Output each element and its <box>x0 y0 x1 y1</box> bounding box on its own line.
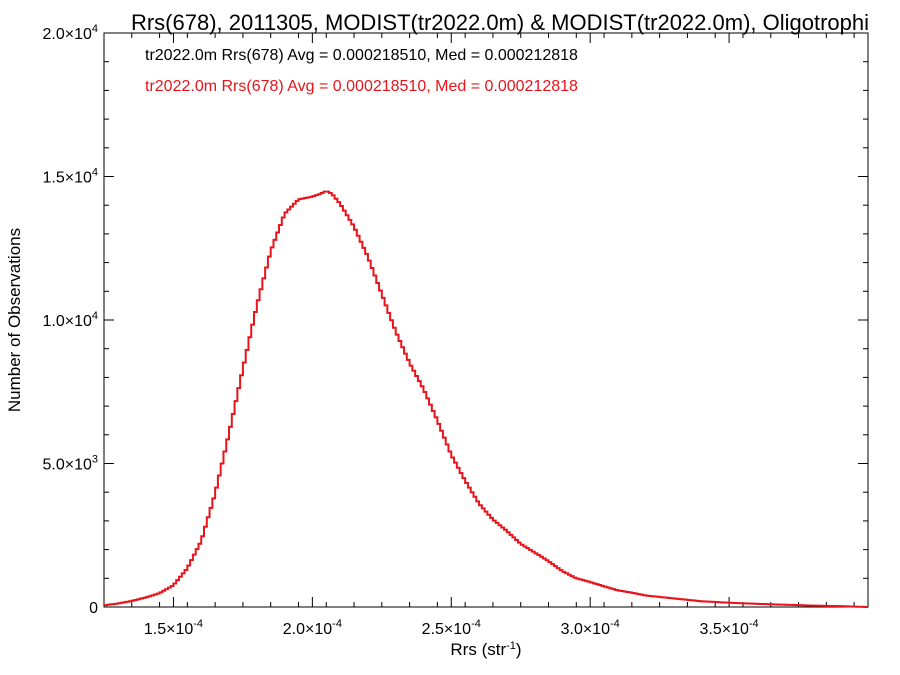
y-tick-label: 5.0×103 <box>42 454 98 474</box>
x-axis-label: Rrs (str-1) <box>450 640 521 659</box>
x-tick-label: 1.5×10-4 <box>144 618 203 638</box>
histogram-series-line <box>104 190 868 608</box>
x-axis: 1.5×10-4 2.0×10-4 2.5×10-4 3.0×10-4 3.5×10-4 <box>131 33 855 638</box>
y-tick-label: 1.5×104 <box>42 167 98 187</box>
x-tick-label: 2.5×10-4 <box>422 618 481 638</box>
x-tick-label: 2.0×10-4 <box>283 618 342 638</box>
stats-annotation-red: tr2022.0m Rrs(678) Avg = 0.000218510, Me… <box>145 78 578 95</box>
x-tick-label: 3.0×10-4 <box>561 618 620 638</box>
chart-title: Rrs(678), 2011305, MODIST(tr2022.0m) & M… <box>131 10 869 35</box>
plot-frame <box>103 32 869 608</box>
y-axis: 0 5.0×103 1.0×104 1.5×104 2.0×104 <box>42 23 868 617</box>
y-tick-label: 2.0×104 <box>42 23 98 43</box>
y-tick-label: 1.0×104 <box>42 310 98 330</box>
x-tick-label: 3.5×10-4 <box>700 618 759 638</box>
y-axis-label: Number of Observations <box>5 228 24 412</box>
y-tick-label: 0 <box>89 600 98 617</box>
stats-annotation-black: tr2022.0m Rrs(678) Avg = 0.000218510, Me… <box>145 47 578 64</box>
